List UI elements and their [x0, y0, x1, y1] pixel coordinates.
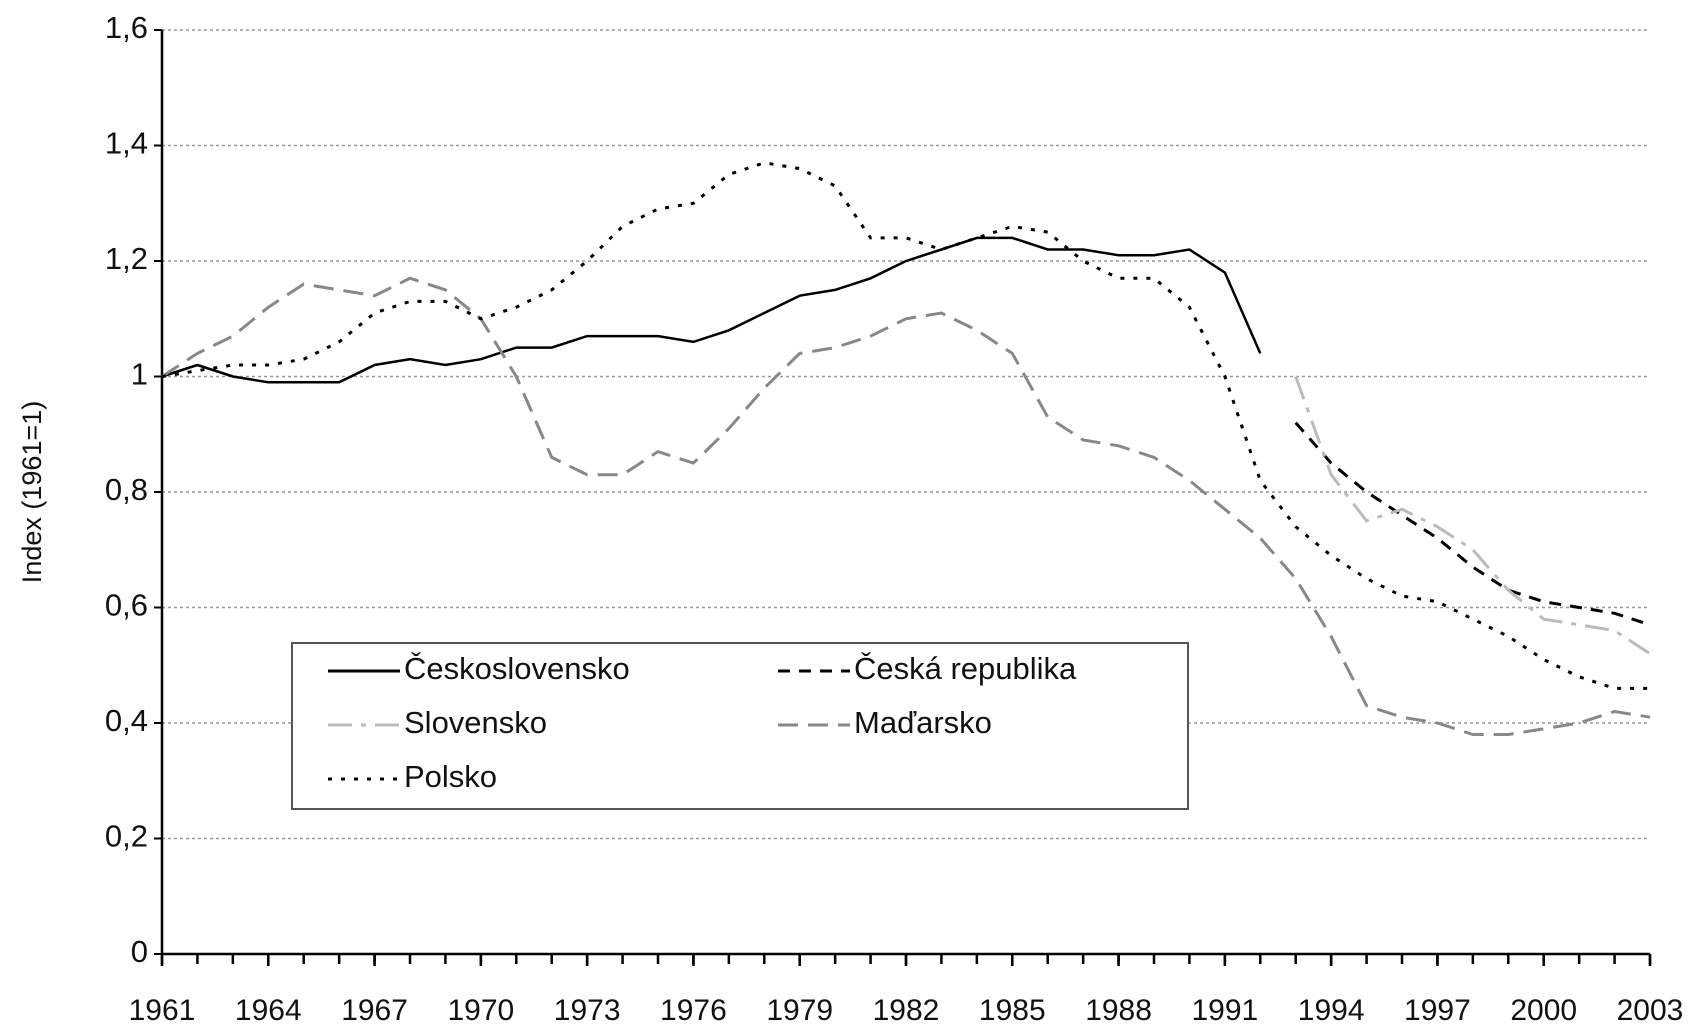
y-tick-label: 0 [131, 934, 148, 969]
x-tick-label: 2000 [1510, 994, 1577, 1027]
y-tick-label: 0,4 [105, 703, 148, 738]
x-tick-label: 1970 [447, 994, 514, 1027]
x-tick-label: 2003 [1617, 994, 1684, 1027]
y-tick-label: 0,2 [105, 819, 148, 854]
y-tick-label: 0,8 [105, 472, 148, 507]
x-tick-label: 1961 [129, 994, 196, 1027]
series-line [1294, 375, 1651, 655]
legend-box [291, 642, 1189, 810]
x-tick-label: 1967 [341, 994, 408, 1027]
x-tick-label: 1973 [554, 994, 621, 1027]
y-tick-label: 1,2 [105, 241, 148, 276]
y-axis-label: Index (1961=1) [17, 401, 47, 583]
legend-label: Slovensko [404, 705, 547, 740]
series-line [1294, 421, 1651, 627]
x-tick-label: 1997 [1404, 994, 1471, 1027]
x-tick-label: 1991 [1191, 994, 1258, 1027]
series-line [161, 276, 1651, 736]
legend-label: Polsko [404, 759, 497, 794]
x-tick-label: 1979 [766, 994, 833, 1027]
y-tick-label: 1 [131, 357, 148, 392]
x-tick-label: 1976 [660, 994, 727, 1027]
legend-label: Maďarsko [854, 705, 992, 740]
y-tick-label: 0,6 [105, 588, 148, 623]
x-tick-label: 1982 [873, 994, 940, 1027]
x-tick-label: 1964 [235, 994, 302, 1027]
series-line [161, 161, 1650, 690]
y-tick-label: 1,4 [105, 126, 148, 161]
legend-label: Česká republika [854, 651, 1077, 686]
x-tick-label: 1994 [1298, 994, 1365, 1027]
x-tick-label: 1988 [1085, 994, 1152, 1027]
series-line [161, 236, 1262, 384]
y-tick-label: 1,6 [105, 10, 148, 45]
x-tick-label: 1985 [979, 994, 1046, 1027]
legend-label: Československo [404, 651, 630, 686]
